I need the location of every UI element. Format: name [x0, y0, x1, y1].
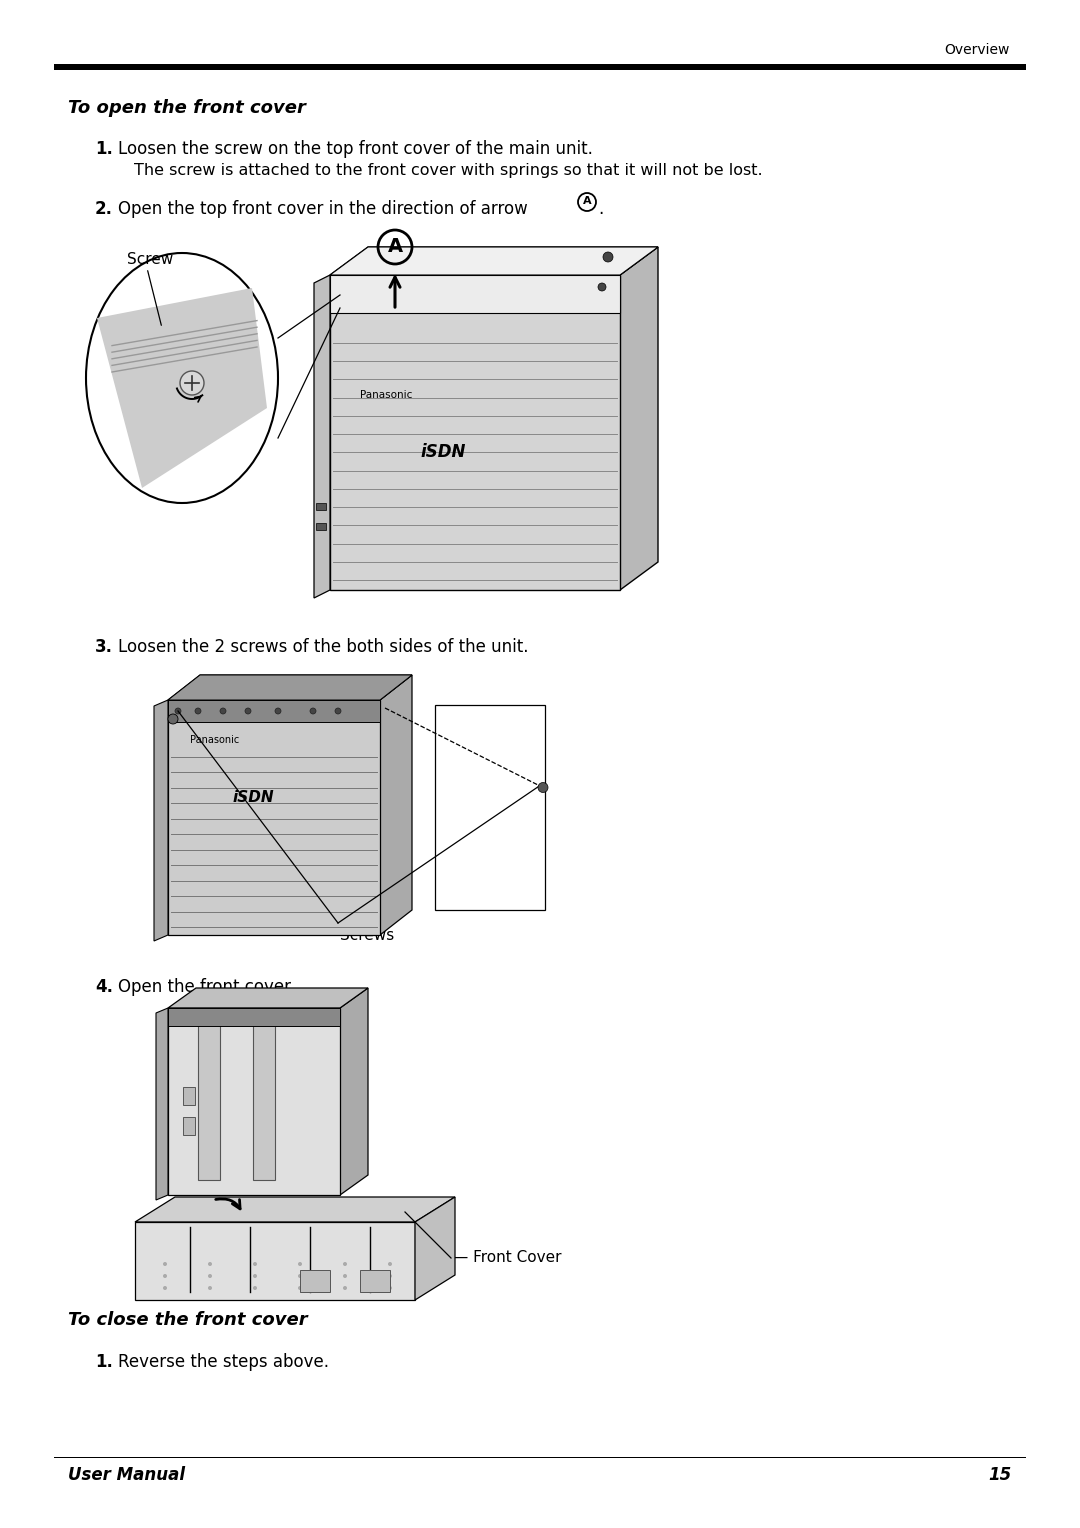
Circle shape [195, 707, 201, 714]
Text: iSDN: iSDN [420, 443, 465, 461]
Circle shape [310, 707, 316, 714]
Text: 3.: 3. [95, 639, 113, 656]
Polygon shape [620, 248, 658, 590]
Circle shape [275, 707, 281, 714]
Polygon shape [168, 700, 380, 935]
Polygon shape [435, 704, 545, 911]
Text: Panasonic: Panasonic [360, 390, 413, 400]
Text: Open the top front cover in the direction of arrow: Open the top front cover in the directio… [118, 200, 528, 219]
Polygon shape [168, 989, 368, 1008]
Polygon shape [330, 275, 620, 313]
Text: A: A [583, 196, 592, 206]
Circle shape [388, 1274, 392, 1277]
Text: The screw is attached to the front cover with springs so that it will not be los: The screw is attached to the front cover… [134, 163, 762, 177]
Circle shape [175, 707, 181, 714]
Circle shape [253, 1287, 257, 1290]
Text: Screws: Screws [340, 927, 394, 943]
FancyBboxPatch shape [253, 1024, 275, 1180]
FancyBboxPatch shape [360, 1270, 390, 1293]
Circle shape [253, 1274, 257, 1277]
Polygon shape [168, 700, 380, 723]
Circle shape [388, 1262, 392, 1267]
Text: User Manual: User Manual [68, 1465, 185, 1484]
FancyBboxPatch shape [316, 503, 326, 510]
Text: Open the front cover.: Open the front cover. [118, 978, 295, 996]
FancyBboxPatch shape [183, 1086, 195, 1105]
Circle shape [163, 1262, 167, 1267]
Polygon shape [168, 675, 411, 700]
Circle shape [298, 1262, 302, 1267]
Circle shape [180, 371, 204, 396]
FancyBboxPatch shape [54, 64, 1026, 70]
Text: To close the front cover: To close the front cover [68, 1311, 308, 1329]
Text: 1.: 1. [95, 1352, 113, 1371]
Polygon shape [168, 675, 411, 700]
Polygon shape [135, 1196, 455, 1222]
Text: Overview: Overview [945, 43, 1010, 57]
Text: A: A [388, 237, 403, 255]
Text: — Front Cover: — Front Cover [453, 1250, 562, 1265]
Circle shape [598, 283, 606, 290]
Text: iSDN: iSDN [233, 790, 274, 805]
Polygon shape [380, 675, 411, 935]
FancyBboxPatch shape [316, 523, 326, 530]
Circle shape [168, 714, 178, 724]
Text: .: . [598, 200, 604, 219]
Text: Loosen the 2 screws of the both sides of the unit.: Loosen the 2 screws of the both sides of… [118, 639, 528, 656]
Polygon shape [330, 275, 620, 590]
Polygon shape [330, 248, 658, 275]
Circle shape [208, 1262, 212, 1267]
Polygon shape [330, 248, 658, 275]
Text: 4.: 4. [95, 978, 113, 996]
Text: Reverse the steps above.: Reverse the steps above. [118, 1352, 329, 1371]
Circle shape [208, 1274, 212, 1277]
Text: Screw: Screw [127, 252, 173, 267]
FancyBboxPatch shape [183, 1117, 195, 1135]
Circle shape [298, 1274, 302, 1277]
Circle shape [298, 1287, 302, 1290]
Circle shape [245, 707, 251, 714]
Polygon shape [154, 700, 168, 941]
Polygon shape [314, 275, 330, 597]
Text: 2.: 2. [95, 200, 113, 219]
Polygon shape [415, 1196, 455, 1300]
Circle shape [343, 1274, 347, 1277]
Ellipse shape [86, 254, 278, 503]
Circle shape [388, 1287, 392, 1290]
Circle shape [343, 1262, 347, 1267]
Polygon shape [340, 989, 368, 1195]
FancyBboxPatch shape [300, 1270, 330, 1293]
Text: Panasonic: Panasonic [190, 735, 240, 746]
Polygon shape [156, 1008, 168, 1199]
Polygon shape [135, 1222, 415, 1300]
Text: 1.: 1. [95, 141, 113, 157]
Polygon shape [97, 287, 267, 487]
Circle shape [343, 1287, 347, 1290]
Text: Top Front Cover: Top Front Cover [510, 249, 630, 264]
FancyBboxPatch shape [198, 1024, 220, 1180]
Text: To open the front cover: To open the front cover [68, 99, 306, 118]
Circle shape [253, 1262, 257, 1267]
Circle shape [163, 1287, 167, 1290]
Circle shape [220, 707, 226, 714]
Circle shape [208, 1287, 212, 1290]
Text: Loosen the screw on the top front cover of the main unit.: Loosen the screw on the top front cover … [118, 141, 593, 157]
Polygon shape [168, 1008, 340, 1195]
Circle shape [603, 252, 613, 261]
Polygon shape [168, 1008, 340, 1025]
Circle shape [538, 782, 548, 793]
Circle shape [335, 707, 341, 714]
Text: 15: 15 [989, 1465, 1012, 1484]
Circle shape [163, 1274, 167, 1277]
